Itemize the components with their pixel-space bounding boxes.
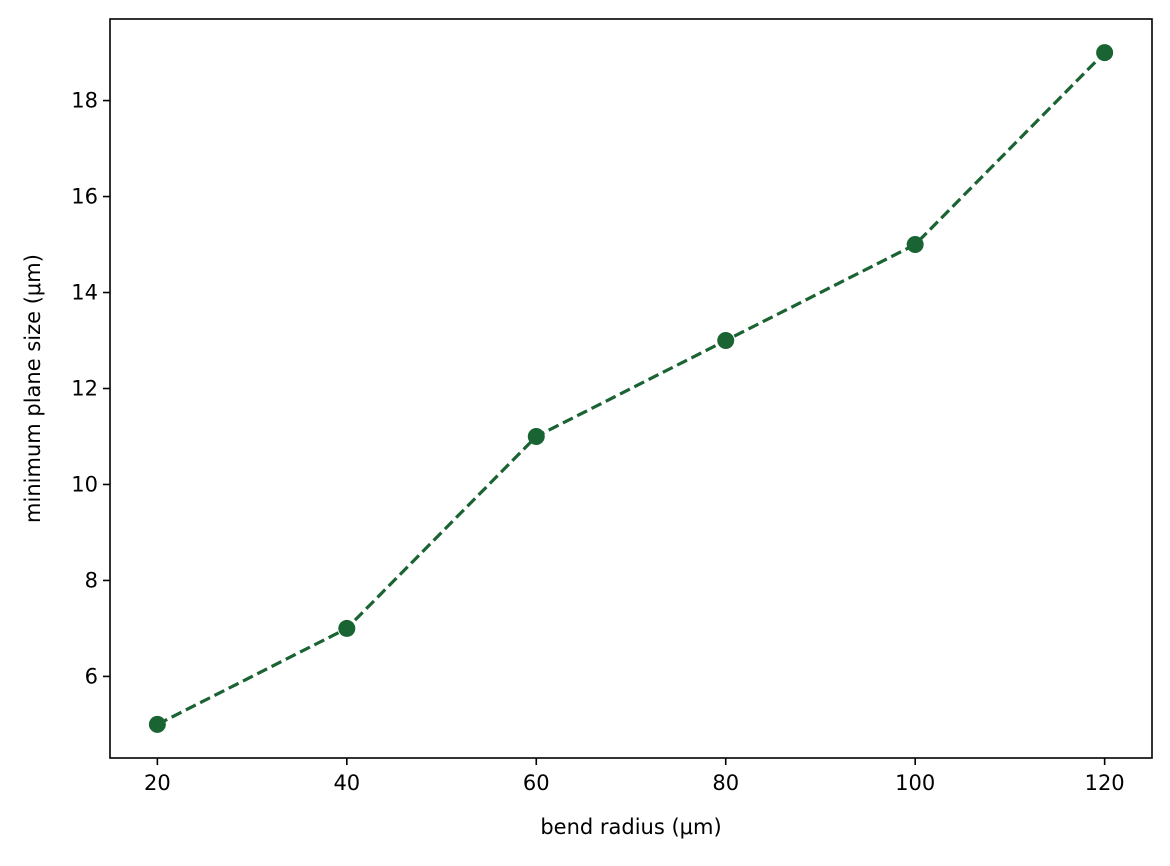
x-axis-label: bend radius (μm) <box>540 815 721 839</box>
y-tick-label: 6 <box>85 664 98 688</box>
y-tick-label: 14 <box>71 281 98 305</box>
data-point <box>148 715 166 733</box>
data-point <box>717 332 735 350</box>
x-tick-label: 60 <box>523 771 550 795</box>
x-tick-label: 80 <box>712 771 739 795</box>
x-tick-label: 100 <box>895 771 935 795</box>
y-axis-label: minimum plane size (μm) <box>21 254 45 523</box>
x-tick-label: 40 <box>333 771 360 795</box>
x-tick-label: 20 <box>144 771 171 795</box>
data-point <box>1096 44 1114 62</box>
y-tick-label: 12 <box>71 377 98 401</box>
data-point <box>906 236 924 254</box>
data-point <box>338 619 356 637</box>
data-point <box>527 427 545 445</box>
y-axis-ticks: 6 8 10 12 14 16 18 <box>71 89 110 688</box>
y-tick-label: 10 <box>71 472 98 496</box>
x-axis-ticks: 20 40 60 80 100 120 <box>144 758 1125 795</box>
y-tick-label: 16 <box>71 185 98 209</box>
series-line <box>156 51 1106 726</box>
plot-area <box>148 44 1114 733</box>
y-tick-label: 8 <box>85 568 98 592</box>
x-tick-label: 120 <box>1085 771 1125 795</box>
y-tick-label: 18 <box>71 89 98 113</box>
